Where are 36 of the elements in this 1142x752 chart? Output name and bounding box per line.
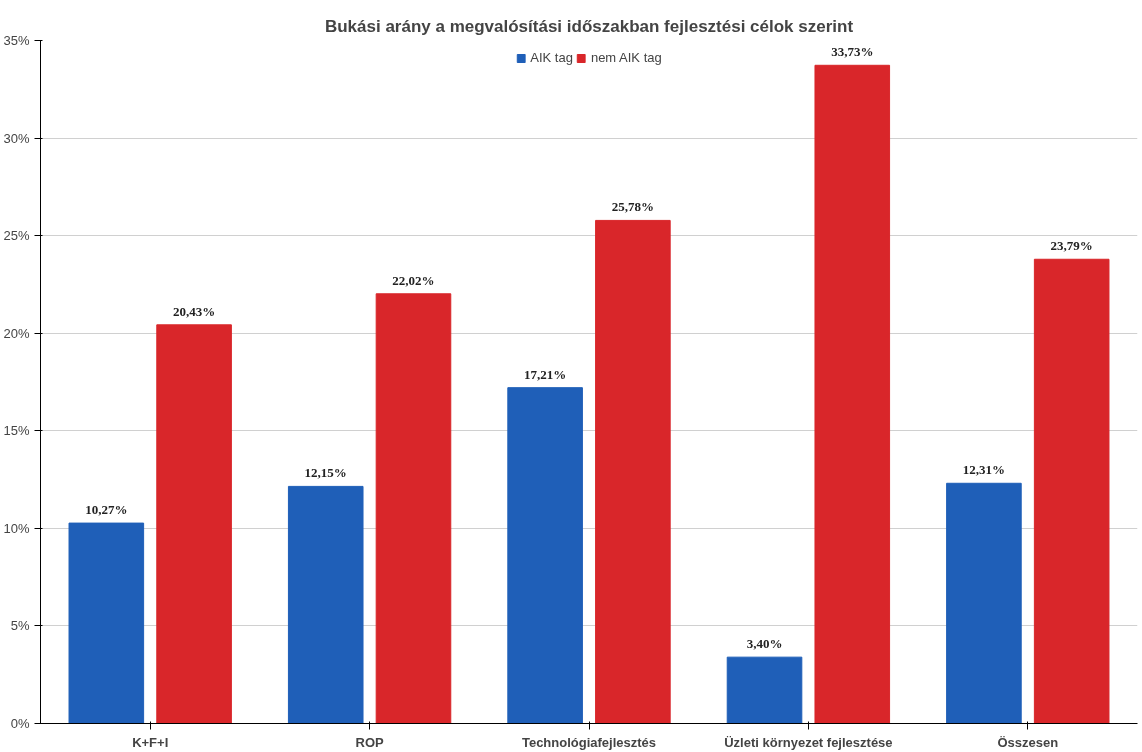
- data-label: 22,02%: [392, 272, 435, 288]
- y-tick-label: 5%: [10, 618, 30, 634]
- y-tick-label: 10%: [3, 520, 30, 536]
- y-tick-label: 25%: [3, 228, 30, 244]
- x-tick-label: Technológiafejlesztés: [521, 734, 657, 750]
- x-tick-label: ROP: [355, 734, 385, 750]
- y-tick-label: 15%: [3, 423, 30, 439]
- data-label: 12,15%: [304, 465, 347, 481]
- data-label: 12,31%: [962, 462, 1006, 478]
- data-label: 10,27%: [85, 502, 128, 518]
- y-tick-label: 30%: [3, 130, 30, 146]
- bar: [156, 324, 232, 724]
- bar: [1033, 258, 1110, 724]
- x-tick-label: Üzleti környezet fejlesztése: [724, 734, 893, 750]
- bar: [507, 387, 583, 724]
- bar: [814, 64, 891, 724]
- bar: [946, 482, 1022, 724]
- bar: [68, 522, 145, 724]
- x-tick-label: K+F+I: [132, 734, 169, 750]
- bar: [287, 485, 364, 724]
- data-label: 25,78%: [611, 199, 655, 215]
- y-tick-label: 35%: [3, 33, 30, 48]
- y-tick-label: 20%: [3, 325, 30, 341]
- data-label: 17,21%: [523, 366, 567, 382]
- bar: [726, 656, 803, 724]
- bar: [595, 219, 671, 724]
- legend-label: nem AIK tag: [590, 50, 662, 65]
- data-label: 23,79%: [1050, 238, 1093, 254]
- data-label: 20,43%: [172, 303, 216, 319]
- bar: [375, 293, 452, 724]
- x-tick-label: Összesen: [997, 734, 1059, 750]
- data-label: 3,40%: [746, 636, 783, 652]
- legend-label: AIK tag: [530, 50, 573, 65]
- y-tick-label: 0%: [10, 716, 30, 731]
- chart-title: Bukási arány a megvalósítási időszakban fejlesztési célok szerint: [324, 16, 854, 36]
- data-label: 33,73%: [831, 44, 874, 60]
